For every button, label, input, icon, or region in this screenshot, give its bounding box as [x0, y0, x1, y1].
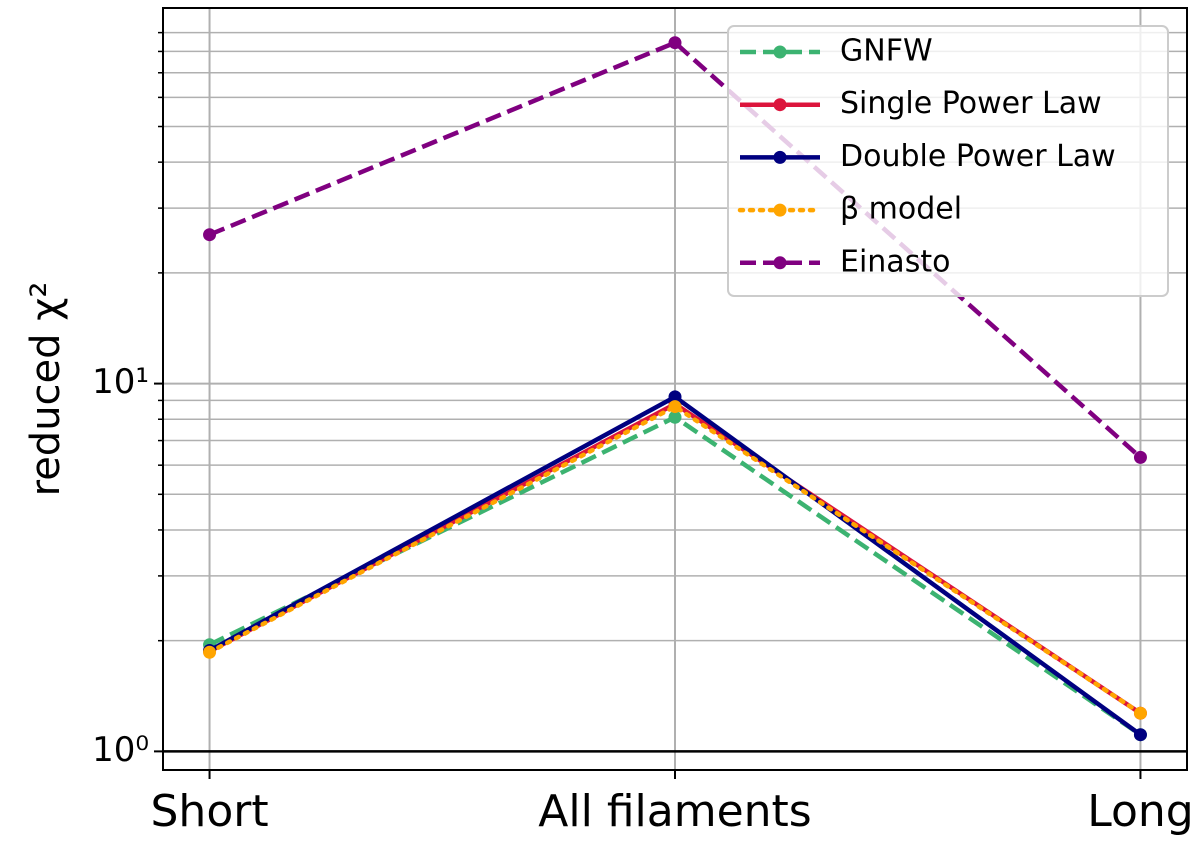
series-line — [207, 403, 1143, 716]
x-tick-label: Short — [151, 786, 269, 837]
y-tick-label: 10¹ — [92, 362, 149, 402]
data-point — [668, 36, 682, 50]
data-point — [1133, 450, 1147, 464]
legend-marker — [773, 256, 787, 270]
data-point — [1133, 728, 1147, 742]
legend-marker — [773, 45, 787, 59]
legend-label: GNFW — [840, 34, 933, 69]
legend-label: Einasto — [840, 244, 950, 279]
data-point — [668, 400, 682, 414]
data-point — [668, 390, 682, 404]
y-tick-label: 10⁰ — [92, 730, 149, 770]
series-line — [208, 40, 1142, 460]
legend-marker — [773, 150, 787, 164]
legend-label: Double Power Law — [840, 139, 1116, 174]
x-tick-label: All filaments — [538, 786, 811, 837]
plot-frame — [162, 7, 1188, 771]
x-tick-label: Long — [1087, 786, 1193, 837]
legend-marker — [773, 98, 787, 112]
data-point — [203, 645, 217, 659]
legend-box — [727, 25, 1169, 297]
data-point — [1133, 706, 1147, 720]
legend-label: Single Power Law — [840, 86, 1102, 121]
legend-label: β model — [840, 192, 962, 227]
data-point — [203, 228, 217, 242]
data-point — [668, 410, 682, 424]
legend-marker — [773, 203, 787, 217]
y-axis-label: reduced χ² — [23, 282, 69, 497]
